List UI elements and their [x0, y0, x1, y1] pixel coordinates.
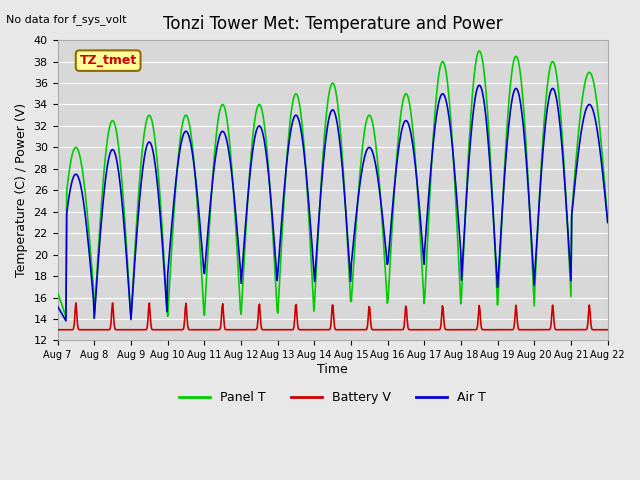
- X-axis label: Time: Time: [317, 363, 348, 376]
- Text: No data for f_sys_volt: No data for f_sys_volt: [6, 14, 127, 25]
- Title: Tonzi Tower Met: Temperature and Power: Tonzi Tower Met: Temperature and Power: [163, 15, 502, 33]
- Y-axis label: Temperature (C) / Power (V): Temperature (C) / Power (V): [15, 103, 28, 277]
- Legend: Panel T, Battery V, Air T: Panel T, Battery V, Air T: [174, 386, 491, 409]
- Text: TZ_tmet: TZ_tmet: [79, 54, 137, 67]
